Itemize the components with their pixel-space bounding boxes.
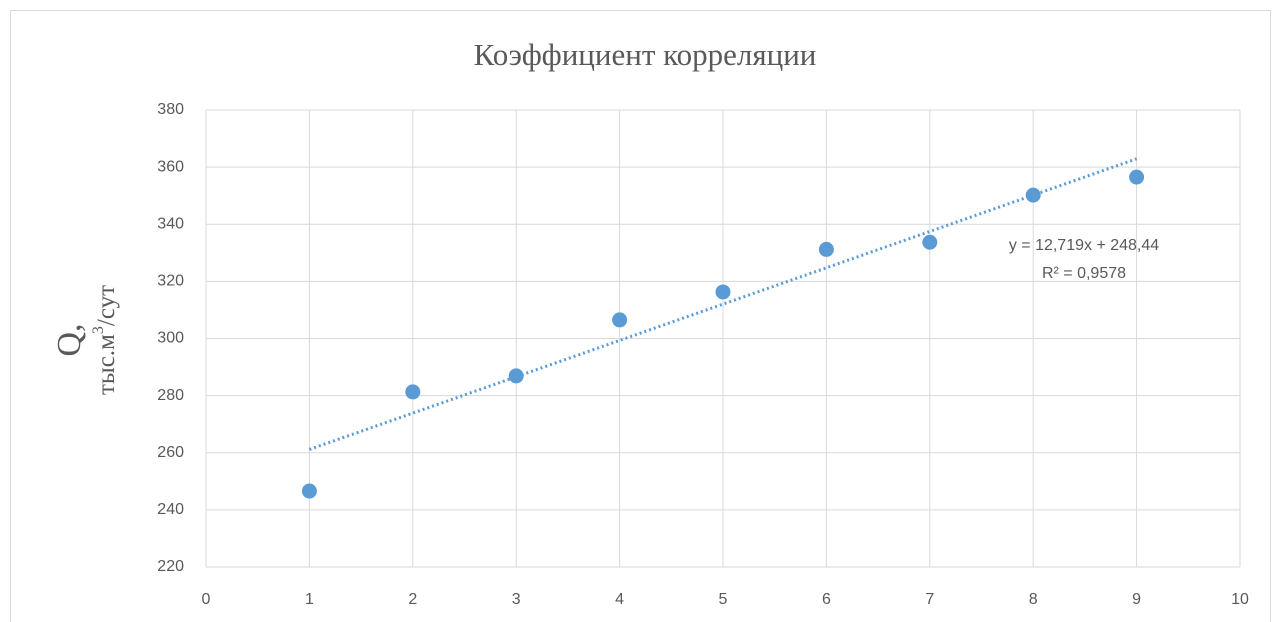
y-axis-label-part: тыс.м (93, 334, 120, 395)
x-tick-label: 9 (1132, 591, 1141, 608)
chart-title: Коэффициент корреляции (474, 37, 817, 72)
y-tick-label: 360 (157, 158, 184, 175)
x-tick-label: 4 (615, 591, 624, 608)
x-tick-label: 0 (202, 591, 211, 608)
y-tick-label: 380 (157, 101, 184, 118)
y-tick-label: 340 (157, 215, 184, 232)
point (301, 483, 317, 499)
y-axis-label: Q, (51, 323, 88, 356)
point (715, 284, 731, 300)
y-tick-label: 280 (157, 387, 184, 404)
x-tick-label: 5 (719, 591, 728, 608)
y-axis-label-part: Q, (51, 323, 88, 356)
y-axis-label-part: /сут (93, 285, 120, 326)
y-axis-label: тыс.м3/сут (90, 285, 120, 395)
y-tick-label: 260 (157, 444, 184, 461)
trendline (308, 157, 1138, 451)
point (818, 241, 834, 257)
y-tick-label: 300 (157, 330, 184, 347)
trendline-equation: y = 12,719x + 248,44 (1009, 237, 1159, 254)
point (922, 234, 938, 250)
point (612, 312, 628, 328)
x-tick-label: 8 (1029, 591, 1038, 608)
point (1025, 187, 1041, 203)
x-tick-label: 1 (305, 591, 314, 608)
trendline-r2: R² = 0,9578 (1042, 265, 1126, 282)
x-tick-label: 10 (1231, 591, 1249, 608)
x-tick-label: 6 (822, 591, 831, 608)
x-tick-label: 7 (925, 591, 934, 608)
y-tick-label: 220 (157, 558, 184, 575)
x-tick-label: 3 (512, 591, 521, 608)
x-tick-label: 2 (408, 591, 417, 608)
y-tick-label: 240 (157, 501, 184, 518)
y-axis-label-part: 3 (90, 326, 107, 334)
point (1129, 169, 1145, 185)
y-tick-label: 320 (157, 273, 184, 290)
point (508, 368, 524, 384)
point (405, 384, 421, 400)
chart-border (10, 10, 1271, 622)
